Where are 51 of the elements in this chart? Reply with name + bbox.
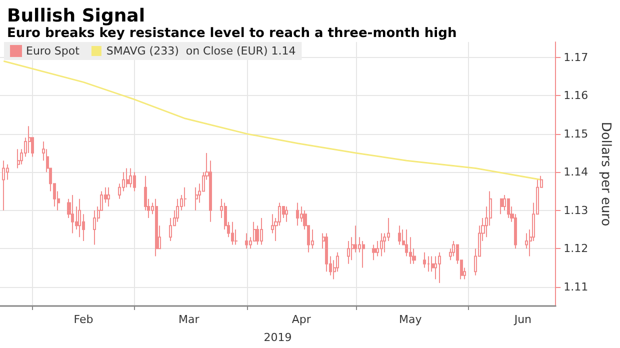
chart-subtitle: Euro breaks key resistance level to reach a three-month high	[7, 26, 457, 41]
candlestick	[285, 206, 288, 222]
y-tick-label: 1.11	[564, 280, 588, 294]
candlestick	[372, 244, 376, 261]
candlestick	[325, 232, 328, 272]
candlestick	[93, 210, 96, 246]
candlestick	[195, 186, 198, 211]
candlestick	[438, 252, 441, 284]
y-tick-label: 1.17	[564, 50, 588, 64]
candlestick	[176, 198, 179, 222]
candlestick	[184, 186, 187, 208]
candlestick	[78, 198, 81, 238]
x-tick-label: Mar	[178, 313, 200, 326]
y-tick-label: 1.15	[564, 127, 588, 140]
y-tick-label: 1.13	[564, 204, 588, 217]
y-tick-label: 1.14	[564, 166, 588, 179]
candlestick	[423, 252, 426, 268]
x-tick-label: Apr	[292, 313, 312, 326]
y-tick-label: 1.12	[564, 242, 588, 256]
candlestick	[155, 198, 158, 257]
candlestick	[427, 256, 430, 272]
candlestick	[260, 218, 263, 246]
candlestick	[17, 148, 20, 169]
candlestick	[507, 198, 510, 218]
candlestick	[311, 228, 314, 250]
candlestick	[129, 168, 132, 188]
candlestick	[231, 221, 234, 246]
x-tick-label: Feb	[74, 313, 94, 326]
x-tick-label: Jun	[513, 313, 532, 326]
candlestick	[296, 202, 299, 226]
y-tick-label: 1.16	[564, 89, 588, 102]
y-axis-title: Dollars per euro	[598, 122, 613, 226]
candlestick	[398, 225, 401, 246]
x-tick-label: May	[398, 313, 422, 326]
candlestick	[28, 126, 31, 154]
candlestick	[107, 186, 110, 208]
candlestick	[380, 232, 383, 257]
candlestick	[71, 194, 74, 234]
candlestick	[126, 168, 129, 188]
candlestick	[347, 240, 350, 264]
legend-label: Euro Spot	[26, 44, 80, 58]
candlestick	[500, 198, 503, 215]
legend-label: SMAVG (233) on Close (EUR) 1.14	[106, 44, 296, 58]
candlestick	[245, 232, 248, 250]
candlestick	[362, 240, 365, 268]
candlestick	[133, 172, 136, 192]
x-axis-title: 2019	[264, 331, 292, 344]
line-series	[2, 60, 542, 180]
candlestick	[434, 256, 437, 280]
chart-title: Bullish Signal	[7, 6, 145, 26]
candlestick	[2, 160, 5, 211]
